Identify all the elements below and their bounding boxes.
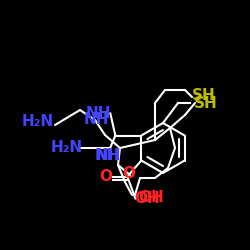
Text: SH: SH <box>192 88 216 102</box>
Text: OH: OH <box>134 191 160 206</box>
Text: NH: NH <box>95 148 120 162</box>
Text: OH: OH <box>138 190 164 206</box>
Text: SH: SH <box>194 96 218 110</box>
Text: H₂N: H₂N <box>50 140 82 155</box>
Text: NH: NH <box>96 148 121 163</box>
Text: NH: NH <box>84 112 110 128</box>
Text: H₂N: H₂N <box>22 114 54 130</box>
Text: O: O <box>99 169 112 184</box>
Text: O: O <box>122 166 135 180</box>
Text: NH: NH <box>86 106 111 121</box>
